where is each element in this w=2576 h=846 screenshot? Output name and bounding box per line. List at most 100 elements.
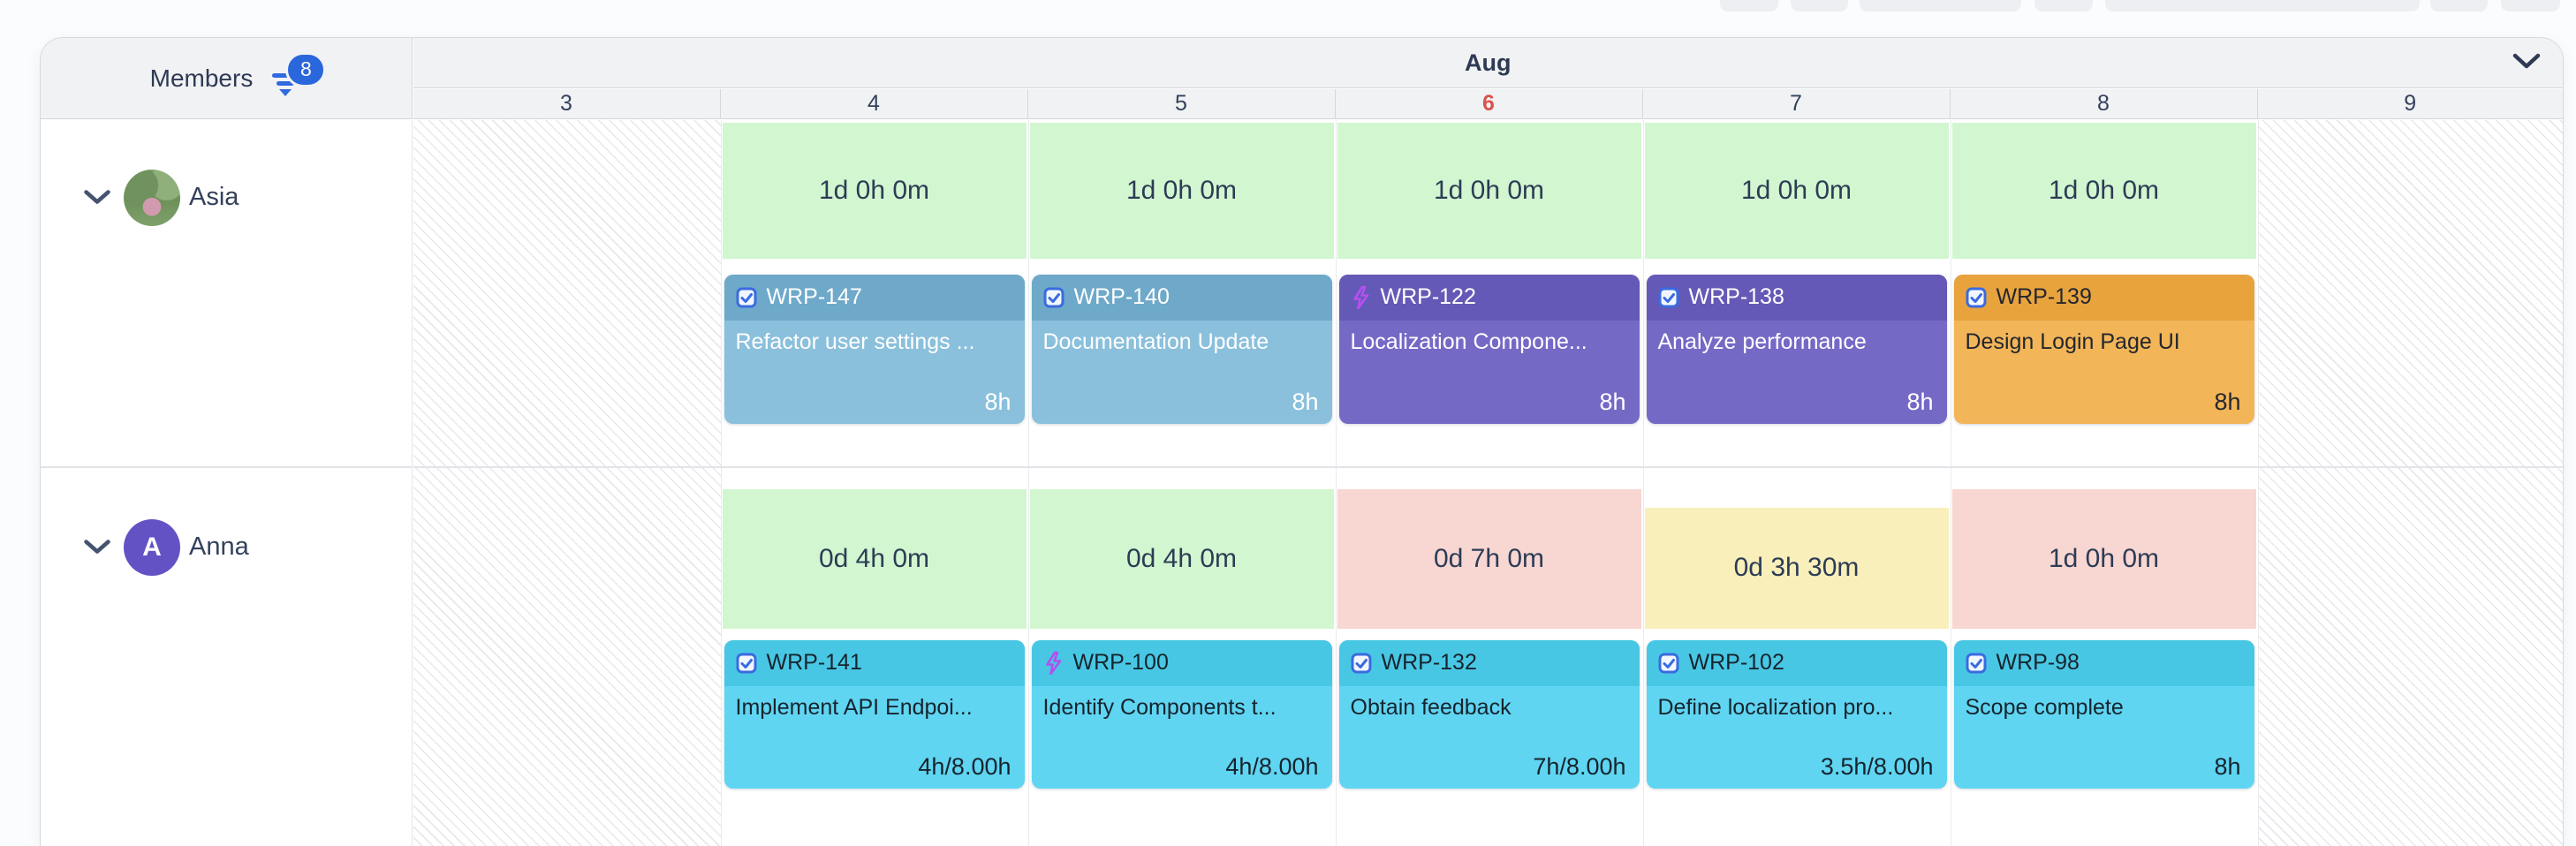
member-row-divider <box>413 466 2563 468</box>
day-header-4: 4 <box>721 88 1028 118</box>
task-key: WRP-138 <box>1688 284 1784 309</box>
toolbar-button-cutoff[interactable] <box>1791 0 1848 11</box>
task-checkbox-icon <box>1966 653 1987 674</box>
task-card-wrp-138[interactable]: WRP-138 Analyze performance 8h <box>1646 274 1947 424</box>
task-title: Implement API Endpoi... <box>735 694 973 720</box>
task-title: Documentation Update <box>1042 329 1269 354</box>
task-card-header: WRP-139 <box>1953 274 2254 321</box>
task-hours: 8h <box>1906 388 1934 415</box>
members-title: Members <box>149 64 254 92</box>
bolt-icon <box>1351 285 1371 310</box>
avatar: A <box>124 518 180 576</box>
task-card-header: WRP-102 <box>1646 639 1947 686</box>
task-card-wrp-147[interactable]: WRP-147 Refactor user settings ... 8h <box>724 274 1025 424</box>
capacity-cell-asia-day5[interactable]: 1d 0h 0m <box>1029 122 1334 259</box>
nonworking-day-column <box>413 119 721 846</box>
column-divider <box>1335 119 1337 846</box>
task-card-header: WRP-132 <box>1338 639 1640 686</box>
task-card-wrp-141[interactable]: WRP-141 Implement API Endpoi... 4h/8.00h <box>724 639 1025 789</box>
column-divider <box>2257 119 2259 846</box>
capacity-cell-anna-day8[interactable]: 1d 0h 0m <box>1951 488 2256 629</box>
day-header-3: 3 <box>413 88 721 118</box>
task-checkbox-icon <box>736 653 757 674</box>
task-title: Analyze performance <box>1657 329 1867 354</box>
chevron-down-icon[interactable] <box>83 189 111 206</box>
toolbar-button-cutoff[interactable] <box>2034 0 2093 11</box>
member-column: Asia A Anna <box>41 119 413 846</box>
task-hours: 8h <box>2214 752 2241 780</box>
task-checkbox-icon <box>1658 653 1679 674</box>
task-title: Refactor user settings ... <box>735 329 975 354</box>
column-divider <box>1642 119 1644 846</box>
avatar <box>124 169 180 226</box>
member-row-divider <box>41 466 412 468</box>
task-checkbox-icon <box>1658 287 1679 308</box>
capacity-cell-asia-day6[interactable]: 1d 0h 0m <box>1337 122 1641 259</box>
capacity-cell-anna-day5[interactable]: 0d 4h 0m <box>1029 488 1334 629</box>
toolbar-button-cutoff[interactable] <box>2501 0 2560 11</box>
task-title: Define localization pro... <box>1657 694 1894 720</box>
task-card-wrp-132[interactable]: WRP-132 Obtain feedback 7h/8.00h <box>1338 639 1640 789</box>
member-row-info-asia: Asia <box>41 169 412 226</box>
task-card-wrp-139[interactable]: WRP-139 Design Login Page UI 8h <box>1953 274 2254 424</box>
task-checkbox-icon <box>1043 287 1064 308</box>
toolbar-button-cutoff[interactable] <box>1720 0 1778 11</box>
task-key: WRP-147 <box>766 284 862 309</box>
task-card-wrp-102[interactable]: WRP-102 Define localization pro... 3.5h/8.… <box>1646 639 1947 789</box>
task-hours: 4h/8.00h <box>1225 752 1319 780</box>
filter-icon-triangle <box>279 88 292 96</box>
capacity-cell-anna-day4[interactable]: 0d 4h 0m <box>722 488 1027 629</box>
task-hours: 7h/8.00h <box>1533 752 1626 780</box>
nonworking-day-column <box>2257 119 2563 846</box>
task-card-header: WRP-138 <box>1646 274 1947 321</box>
column-divider <box>720 119 722 846</box>
task-card-header: WRP-141 <box>724 639 1025 686</box>
task-title: Identify Components t... <box>1042 694 1277 720</box>
task-card-header: WRP-98 <box>1953 639 2254 686</box>
toolbar-button-cutoff[interactable] <box>2430 0 2488 11</box>
day-header-5: 5 <box>1028 88 1336 118</box>
task-card-wrp-122[interactable]: WRP-122 Localization Compone... 8h <box>1338 274 1640 424</box>
task-hours: 8h <box>2214 388 2241 415</box>
task-key: WRP-98 <box>1996 650 2080 675</box>
capacity-cell-anna-day7[interactable]: 0d 3h 30m <box>1644 507 1949 629</box>
task-hours: 8h <box>1292 388 1319 415</box>
task-key: WRP-122 <box>1380 284 1476 309</box>
day-header-9: 9 <box>2404 90 2417 116</box>
capacity-cell-asia-day4[interactable]: 1d 0h 0m <box>722 122 1027 259</box>
task-card-wrp-98[interactable]: WRP-98 Scope complete 8h <box>1953 639 2254 789</box>
day-header-7: 7 <box>1643 88 1951 118</box>
capacity-cell-asia-day8[interactable]: 1d 0h 0m <box>1951 122 2256 259</box>
day-header-8: 8 <box>1951 88 2258 118</box>
member-row-info-anna: A Anna <box>41 518 412 576</box>
task-key: WRP-100 <box>1072 650 1169 675</box>
task-title: Obtain feedback <box>1350 694 1512 720</box>
task-key: WRP-132 <box>1381 650 1477 675</box>
members-header: Members 8 <box>41 38 413 119</box>
chevron-down-icon[interactable] <box>2512 53 2542 75</box>
filter-icon[interactable]: 8 <box>272 51 327 96</box>
task-card-wrp-140[interactable]: WRP-140 Documentation Update 8h <box>1031 274 1332 424</box>
task-key: WRP-139 <box>1996 284 2092 309</box>
member-name: Asia <box>189 183 239 211</box>
toolbar-button-cutoff[interactable] <box>1860 0 2021 11</box>
filter-count-badge: 8 <box>285 51 327 87</box>
filter-icon-bar <box>277 80 295 86</box>
task-hours: 8h <box>984 388 1011 415</box>
task-hours: 3.5h/8.00h <box>1820 752 1934 780</box>
member-name: Anna <box>189 533 249 561</box>
task-key: WRP-141 <box>766 650 862 675</box>
task-title: Design Login Page UI <box>1965 329 2180 354</box>
month-label: Aug <box>1465 49 1512 76</box>
task-card-header: WRP-140 <box>1031 274 1332 321</box>
task-card-header: WRP-100 <box>1031 639 1332 686</box>
task-card-wrp-100[interactable]: WRP-100 Identify Components t... 4h/8.00h <box>1031 639 1332 789</box>
capacity-cell-anna-day6[interactable]: 0d 7h 0m <box>1337 488 1641 629</box>
toolbar-button-cutoff[interactable] <box>2105 0 2420 11</box>
capacity-cell-asia-day7[interactable]: 1d 0h 0m <box>1644 122 1949 259</box>
task-key: WRP-140 <box>1073 284 1170 309</box>
chevron-down-icon[interactable] <box>83 539 111 555</box>
